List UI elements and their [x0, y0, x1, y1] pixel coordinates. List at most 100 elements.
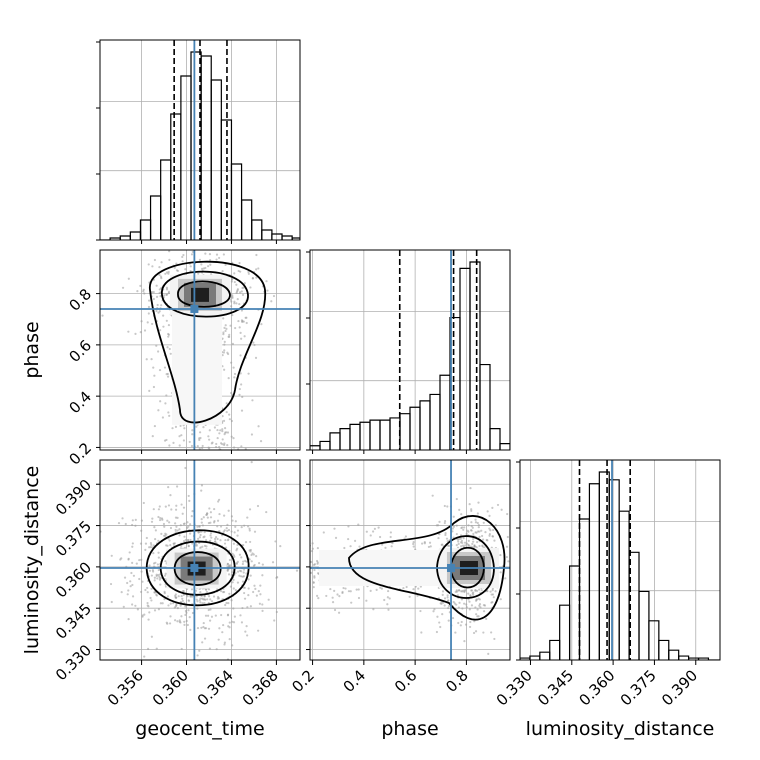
sample-point: [136, 608, 139, 611]
sample-point: [208, 619, 212, 622]
sample-point: [477, 526, 480, 529]
sample-point: [191, 611, 195, 615]
sample-point: [245, 572, 248, 575]
sample-point: [236, 547, 239, 550]
sample-point: [208, 253, 212, 256]
sample-point: [441, 593, 444, 596]
sample-point: [428, 541, 432, 544]
sample-point: [209, 516, 213, 519]
sample-point: [463, 640, 466, 643]
sample-point: [174, 425, 178, 429]
sample-point: [230, 530, 233, 533]
sample-point: [159, 275, 163, 278]
sample-point: [207, 614, 210, 617]
sample-point: [167, 504, 171, 507]
sample-point: [208, 507, 211, 510]
histogram-bar: [529, 655, 541, 660]
sample-point: [447, 619, 450, 622]
sample-point: [369, 589, 372, 592]
sample-point: [223, 326, 226, 329]
sample-point: [131, 545, 134, 548]
histogram-bar: [149, 195, 162, 240]
sample-point: [234, 326, 237, 330]
sample-point: [147, 618, 150, 621]
sample-point: [443, 597, 447, 600]
sample-point: [146, 601, 149, 605]
sample-point: [231, 552, 234, 555]
sample-point: [168, 414, 171, 417]
sample-point: [149, 596, 152, 600]
sample-point: [259, 593, 262, 596]
sample-point: [247, 270, 250, 274]
sample-point: [334, 536, 338, 539]
sample-point: [248, 527, 251, 530]
sample-point: [201, 641, 204, 644]
sample-point: [313, 575, 316, 578]
sample-point: [151, 570, 155, 573]
sample-point: [253, 530, 257, 533]
sample-point: [472, 631, 476, 635]
sample-point: [506, 512, 509, 516]
histogram-bar: [180, 75, 192, 240]
sample-point: [152, 385, 156, 389]
sample-point: [485, 617, 488, 620]
sample-point: [482, 631, 485, 634]
y-tick-label: 0.2: [65, 439, 95, 469]
sample-point: [365, 530, 368, 533]
sample-point: [154, 529, 157, 532]
sample-point: [249, 540, 252, 544]
sample-point: [257, 267, 260, 270]
sample-point: [250, 461, 253, 464]
sample-point: [349, 590, 352, 593]
sample-point: [236, 529, 240, 532]
sample-point: [217, 500, 220, 503]
sample-point: [182, 593, 185, 597]
sample-point: [162, 522, 166, 526]
sample-point: [484, 531, 487, 534]
sample-point: [186, 538, 190, 542]
sample-point: [190, 253, 194, 256]
sample-point: [184, 451, 186, 453]
x-tick-label: 0.330: [493, 666, 536, 709]
sample-point: [243, 524, 246, 527]
sample-point: [478, 544, 481, 548]
sample-point: [460, 620, 463, 624]
sample-point: [245, 316, 248, 319]
sample-point: [177, 595, 180, 598]
sample-point: [203, 637, 207, 640]
histogram-bar: [271, 233, 283, 240]
sample-point: [229, 324, 232, 327]
sample-point: [236, 298, 239, 301]
sample-point: [445, 537, 449, 540]
sample-point: [478, 598, 481, 601]
sample-point: [168, 347, 171, 351]
sample-point: [240, 570, 243, 573]
sample-point: [464, 623, 468, 626]
sample-point: [240, 409, 244, 412]
sample-point: [109, 582, 113, 586]
sample-point: [165, 544, 168, 547]
sample-point: [222, 623, 225, 627]
sample-point: [147, 312, 150, 315]
sample-point: [311, 542, 314, 545]
sample-point: [243, 597, 247, 600]
x-tick-label: 0.390: [658, 666, 701, 709]
sample-point: [167, 333, 171, 336]
sample-point: [173, 619, 177, 622]
sample-point: [166, 372, 170, 376]
sample-point: [222, 351, 226, 354]
sample-point: [250, 433, 254, 436]
histogram-bar: [469, 261, 481, 450]
sample-point: [148, 389, 151, 392]
sample-point: [468, 503, 471, 506]
sample-point: [201, 602, 204, 605]
sample-point: [179, 524, 182, 527]
sample-point: [195, 595, 198, 598]
histogram-bar: [119, 235, 131, 240]
sample-point: [127, 557, 130, 560]
sample-point: [238, 326, 241, 329]
sample-point: [444, 533, 447, 537]
sample-point: [153, 374, 156, 377]
sample-point: [221, 631, 224, 634]
sample-point: [229, 564, 232, 567]
